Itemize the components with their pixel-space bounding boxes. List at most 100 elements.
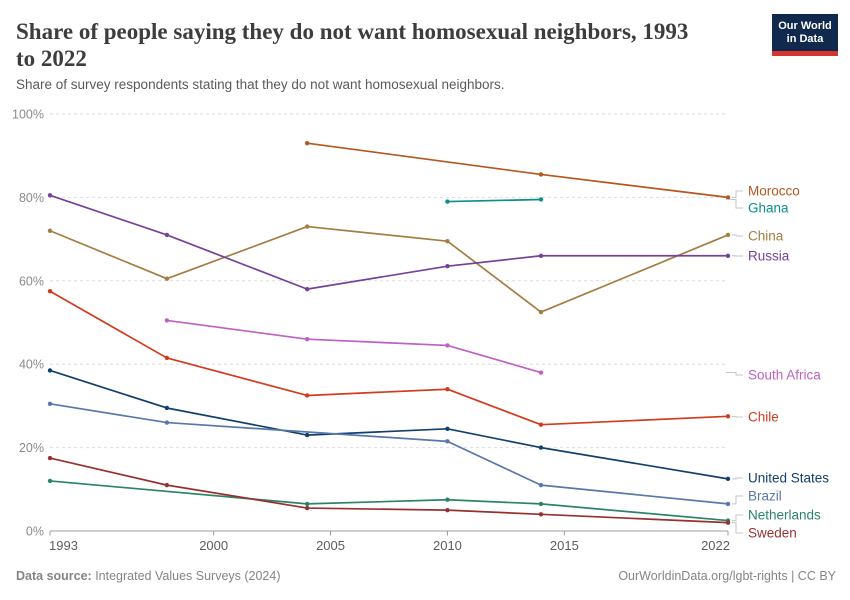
label-connector-netherlands xyxy=(732,514,743,522)
label-connector-chile xyxy=(732,415,743,418)
x-axis-label-1993: 1993 xyxy=(49,538,78,553)
series-line-brazil xyxy=(49,402,729,505)
series-point-china-1993 xyxy=(47,228,53,233)
series-point-south-africa-2014 xyxy=(538,370,544,375)
label-connector-china xyxy=(732,234,743,237)
series-point-china-2004 xyxy=(304,224,310,229)
series-line-chile xyxy=(49,290,729,426)
data-source: Data source: Integrated Values Surveys (… xyxy=(16,569,281,583)
series-point-brazil-2014 xyxy=(538,482,544,488)
x-axis-label-2010: 2010 xyxy=(433,538,462,553)
series-point-netherlands-2010 xyxy=(445,497,450,502)
series-point-sweden-1998 xyxy=(164,482,170,488)
series-point-ghana-2014 xyxy=(538,197,544,202)
attribution-text: OurWorldinData.org/lgbt-rights | CC BY xyxy=(618,569,836,583)
series-line-russia xyxy=(49,194,729,290)
series-point-brazil-2010 xyxy=(445,439,450,444)
series-point-russia-1993 xyxy=(47,193,53,198)
series-line-south-africa xyxy=(166,319,542,374)
series-point-chile-2004 xyxy=(304,393,310,398)
series-point-chile-2022 xyxy=(725,414,731,419)
series-point-china-1998 xyxy=(164,276,170,281)
series-point-morocco-2022 xyxy=(725,195,731,200)
series-point-united-states-2014 xyxy=(538,445,544,450)
series-label-south-africa: South Africa xyxy=(748,368,821,383)
series-point-sweden-2004 xyxy=(304,505,310,511)
series-point-sweden-1993 xyxy=(47,455,53,461)
series-line-ghana xyxy=(446,198,542,203)
series-point-russia-2004 xyxy=(304,286,310,292)
x-axis-label-2000: 2000 xyxy=(199,538,228,553)
label-connector-brazil xyxy=(732,495,743,505)
y-axis-label-100: 100% xyxy=(12,108,44,122)
y-axis-label-0: 0% xyxy=(26,525,44,539)
series-point-russia-2022 xyxy=(725,253,731,258)
page-title: Share of people saying they do not want … xyxy=(16,18,688,72)
x-axis-label-2022: 2022 xyxy=(701,538,730,553)
series-point-china-2022 xyxy=(725,232,731,238)
data-source-label: Data source: xyxy=(16,569,92,583)
series-point-south-africa-1998 xyxy=(164,318,170,323)
label-connector-morocco xyxy=(732,190,743,198)
series-point-china-2014 xyxy=(538,309,544,315)
series-point-chile-2010 xyxy=(445,387,450,392)
series-point-sweden-2010 xyxy=(445,507,450,513)
series-label-russia: Russia xyxy=(748,249,790,264)
series-point-united-states-1998 xyxy=(164,405,170,411)
series-line-united-states xyxy=(49,369,729,480)
series-point-brazil-1993 xyxy=(47,401,53,407)
logo-text-line-2: in Data xyxy=(786,33,824,45)
series-point-chile-1998 xyxy=(164,355,170,361)
series-point-china-2010 xyxy=(445,238,450,244)
series-point-netherlands-1993 xyxy=(47,478,53,484)
series-point-chile-1993 xyxy=(47,289,53,294)
series-point-brazil-2022 xyxy=(725,501,731,507)
y-axis-label-60: 60% xyxy=(19,274,44,288)
series-label-chile: Chile xyxy=(748,410,779,425)
series-point-united-states-1993 xyxy=(47,368,53,373)
logo-text-line-1: Our World xyxy=(778,20,832,32)
series-point-united-states-2010 xyxy=(445,426,450,432)
y-axis-label-40: 40% xyxy=(19,358,44,372)
series-point-chile-2014 xyxy=(538,422,544,427)
series-point-south-africa-2010 xyxy=(445,343,450,348)
series-point-south-africa-2004 xyxy=(304,336,310,342)
label-connector-united-states xyxy=(732,477,743,480)
series-point-sweden-2022 xyxy=(725,520,731,525)
series-point-brazil-1998 xyxy=(164,420,170,425)
series-point-united-states-2004 xyxy=(304,432,310,438)
page-title-line-1: Share of people saying they do not want … xyxy=(16,19,689,44)
y-axis-label-20: 20% xyxy=(19,441,44,455)
data-source-value: Integrated Values Surveys (2024) xyxy=(91,569,281,583)
page-title-line-2: to 2022 xyxy=(16,46,87,71)
series-label-sweden: Sweden xyxy=(748,526,797,541)
chart-footer: Data source: Integrated Values Surveys (… xyxy=(16,569,836,583)
series-line-morocco xyxy=(306,142,729,199)
x-axis-label-2005: 2005 xyxy=(316,538,345,553)
series-label-ghana: Ghana xyxy=(748,201,789,216)
series-point-morocco-2014 xyxy=(538,172,544,177)
series-point-united-states-2022 xyxy=(725,476,731,482)
series-label-united-states: United States xyxy=(748,471,829,486)
series-label-netherlands: Netherlands xyxy=(748,508,821,523)
series-line-china xyxy=(49,225,729,313)
series-point-russia-2014 xyxy=(538,253,544,258)
owid-logo: Our World in Data xyxy=(772,14,838,56)
series-point-russia-1998 xyxy=(164,232,170,238)
series-point-netherlands-2014 xyxy=(538,501,544,507)
series-line-netherlands xyxy=(49,480,729,522)
series-point-russia-2010 xyxy=(445,264,450,269)
series-label-morocco: Morocco xyxy=(748,184,800,199)
chart-subtitle: Share of survey respondents stating that… xyxy=(16,77,505,92)
series-point-netherlands-2004 xyxy=(304,501,310,507)
x-axis-label-2015: 2015 xyxy=(550,538,579,553)
label-connector-ghana xyxy=(726,198,743,209)
series-point-sweden-2014 xyxy=(538,512,544,517)
series-point-ghana-2010 xyxy=(445,199,450,204)
label-connector-south-africa xyxy=(726,372,743,376)
series-line-sweden xyxy=(49,457,729,524)
series-label-china: China xyxy=(748,229,784,244)
series-point-morocco-2004 xyxy=(304,140,310,146)
